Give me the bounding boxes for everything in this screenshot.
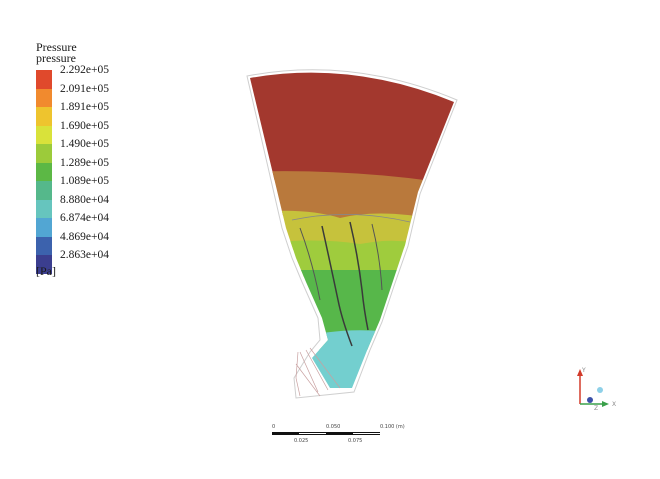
x-axis-label: X <box>612 401 616 408</box>
legend-variable-name: pressure <box>36 51 76 65</box>
legend-swatch <box>36 70 52 89</box>
legend-level-label: 4.869e+04 <box>60 230 109 243</box>
blade-1 <box>321 225 353 347</box>
scale-segment-4 <box>353 432 380 435</box>
shroud-arc <box>291 214 411 223</box>
legend-level-label: 1.289e+05 <box>60 156 109 169</box>
legend-color-bar <box>36 70 52 274</box>
legend-swatch <box>36 199 52 218</box>
scale-bar: 0 0.050 0.100 (m) 0.025 0.075 <box>272 424 412 448</box>
legend-swatch <box>36 144 52 163</box>
legend-level-label: 2.091e+05 <box>60 82 109 95</box>
hub-wireframe <box>295 347 341 397</box>
z-axis-label: Z <box>594 405 598 412</box>
legend-unit: [Pa] <box>36 264 56 278</box>
legend-level-label: 8.880e+04 <box>60 193 109 206</box>
scale-segment-3 <box>326 432 353 435</box>
scale-segment-2 <box>299 432 326 435</box>
scale-tick-mid: 0.050 <box>326 424 341 430</box>
scale-tick-q3: 0.075 <box>348 438 363 444</box>
legend-level-label: 6.874e+04 <box>60 212 109 224</box>
y-axis-label: Y <box>581 367 586 374</box>
legend-labels: 2.292e+05 2.091e+05 1.891e+05 1.690e+05 1.49… <box>60 64 109 268</box>
pressure-legend: Pressure pressure 2.292e+05 2.091e+05 1.89… <box>34 40 109 278</box>
domain-outline <box>246 69 458 399</box>
blade-3 <box>371 223 383 291</box>
region-upper <box>250 171 440 222</box>
legend-level-label: 1.089e+05 <box>60 175 109 187</box>
legend-level-label: 1.690e+05 <box>60 119 109 132</box>
scale-tick-0: 0 <box>272 424 276 430</box>
legend-swatch <box>36 236 52 255</box>
scale-tick-q1: 0.025 <box>294 438 309 444</box>
legend-swatch <box>36 107 52 126</box>
region-outlet <box>290 330 390 388</box>
legend-level-label: 2.292e+05 <box>60 64 109 76</box>
legend-level-label: 2.863e+04 <box>60 249 109 261</box>
x-axis-arrowhead <box>602 401 609 407</box>
legend-swatch <box>36 125 52 144</box>
blade-2 <box>349 221 369 331</box>
legend-swatch <box>36 162 52 181</box>
legend-level-label: 1.891e+05 <box>60 101 109 113</box>
legend-swatch <box>36 181 52 200</box>
blade-4 <box>299 227 321 301</box>
scale-tick-end: 0.100 (m) <box>380 424 405 430</box>
z-axis-marker <box>587 397 593 403</box>
legend-swatch <box>36 218 52 237</box>
region-high <box>250 72 454 180</box>
scale-segment-1 <box>272 432 299 435</box>
axis-triad[interactable]: Y X Z <box>566 364 630 414</box>
legend-level-label: 1.490e+05 <box>60 138 109 150</box>
legend-swatch <box>36 88 52 107</box>
legend-title: Pressure <box>36 40 77 54</box>
legend-swatch <box>36 255 52 274</box>
y-axis-arrowhead <box>577 369 583 376</box>
view-sphere-icon <box>597 387 603 393</box>
